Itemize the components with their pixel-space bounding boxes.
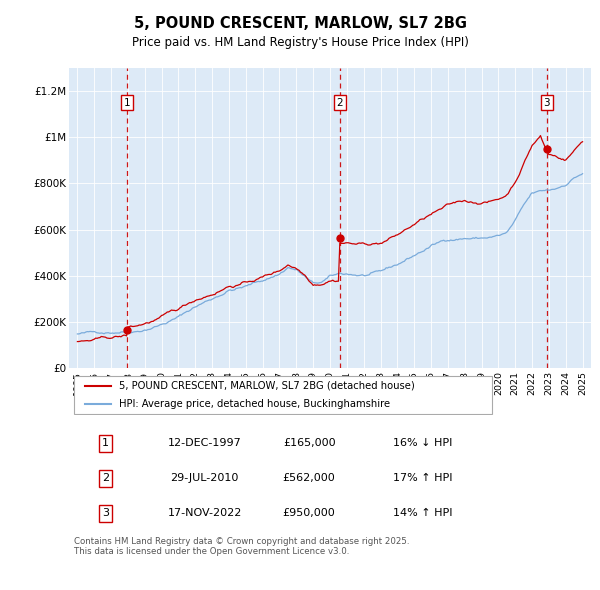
Text: 3: 3 bbox=[102, 509, 109, 519]
Text: 29-JUL-2010: 29-JUL-2010 bbox=[170, 473, 239, 483]
Text: 1: 1 bbox=[124, 97, 130, 107]
Text: £562,000: £562,000 bbox=[283, 473, 335, 483]
Text: HPI: Average price, detached house, Buckinghamshire: HPI: Average price, detached house, Buck… bbox=[119, 399, 390, 409]
Text: Contains HM Land Registry data © Crown copyright and database right 2025.
This d: Contains HM Land Registry data © Crown c… bbox=[74, 537, 410, 556]
FancyBboxPatch shape bbox=[74, 376, 492, 414]
Text: 2: 2 bbox=[336, 97, 343, 107]
Text: 5, POUND CRESCENT, MARLOW, SL7 2BG (detached house): 5, POUND CRESCENT, MARLOW, SL7 2BG (deta… bbox=[119, 381, 415, 391]
Text: 2: 2 bbox=[102, 473, 109, 483]
Text: 1: 1 bbox=[102, 438, 109, 448]
Text: 5, POUND CRESCENT, MARLOW, SL7 2BG: 5, POUND CRESCENT, MARLOW, SL7 2BG bbox=[133, 16, 467, 31]
Text: Price paid vs. HM Land Registry's House Price Index (HPI): Price paid vs. HM Land Registry's House … bbox=[131, 36, 469, 49]
Text: 17-NOV-2022: 17-NOV-2022 bbox=[167, 509, 242, 519]
Text: 14% ↑ HPI: 14% ↑ HPI bbox=[392, 509, 452, 519]
Text: 12-DEC-1997: 12-DEC-1997 bbox=[168, 438, 242, 448]
Text: 16% ↓ HPI: 16% ↓ HPI bbox=[392, 438, 452, 448]
Text: £165,000: £165,000 bbox=[283, 438, 335, 448]
Text: 3: 3 bbox=[544, 97, 550, 107]
Text: £950,000: £950,000 bbox=[283, 509, 335, 519]
Text: 17% ↑ HPI: 17% ↑ HPI bbox=[392, 473, 452, 483]
